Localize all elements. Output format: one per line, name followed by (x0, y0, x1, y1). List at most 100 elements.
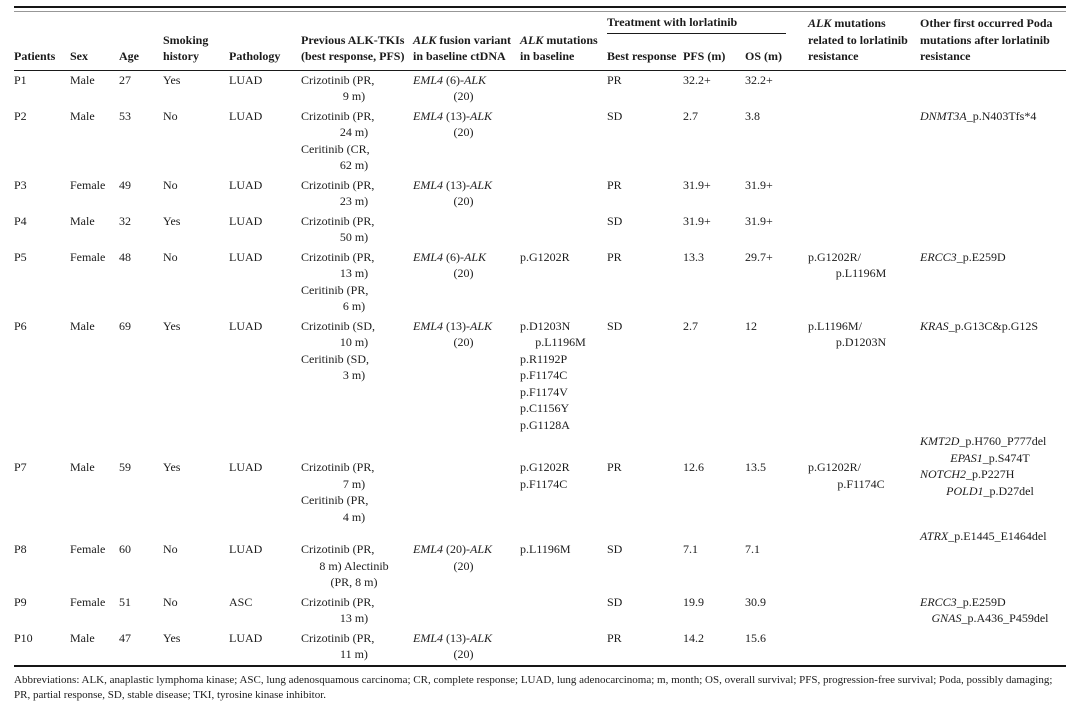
table-header: Patients Sex Age Smoking history Patholo… (14, 12, 1067, 70)
cell-patient: P6 (14, 318, 27, 333)
cell-line: EML4 (13)-ALK (413, 177, 493, 192)
cell-alk-mutations-baseline (520, 107, 607, 176)
cell-alk-fusion-variant: EML4 (13)-ALK (20) (413, 629, 520, 665)
cell-line: Ceritinib (PR, (301, 282, 369, 297)
cell-line: KRAS_p.G13C&p.G12S (920, 318, 1039, 333)
cell-line: 4 m) (342, 509, 366, 524)
cell-line: 9 m) (342, 89, 366, 103)
cell-os: 29.7+ (745, 249, 773, 264)
table-top-rule-thick (14, 6, 1066, 8)
cell-other-poda-mutations: ERCC3_p.E259D (920, 248, 1066, 317)
cell-smoking-history: Yes (163, 72, 181, 87)
cell-patient: P7 (14, 460, 27, 474)
cell-sex: Female (70, 249, 106, 264)
cell-line: ERCC3_p.E259D (920, 249, 1006, 264)
column-header-other-poda-mutations: Other first occurred Poda mutations afte… (920, 16, 1053, 63)
cell-line: Crizotinib (PR, (301, 460, 375, 474)
cell-other-poda-mutations (920, 212, 1066, 248)
cell-alk-mutations-baseline (520, 176, 607, 212)
cell-other-poda-mutations: DNMT3A_p.N403Tfs*4 (920, 107, 1066, 176)
cell-sex: Male (70, 213, 95, 228)
cell-pathology: LUAD (229, 249, 263, 264)
cell-line: 62 m) (339, 158, 369, 172)
cell-best-response: SD (607, 318, 623, 333)
cell-sex: Male (70, 630, 95, 645)
table-row: P8 Female 60 No LUAD Crizotinib (PR, 8 m) Alec… (14, 527, 1066, 593)
cell-line: p.G1128A (520, 417, 570, 432)
cell-pathology: LUAD (229, 542, 263, 556)
cell-sex: Male (70, 460, 95, 474)
cell-line: 3 m) (342, 368, 366, 382)
cell-line: EML4 (13)-ALK (413, 108, 493, 123)
cell-os: 7.1 (745, 542, 760, 556)
cell-line: p.D1203N (835, 335, 887, 349)
cell-os: 32.2+ (745, 72, 773, 87)
cell-line: (20) (453, 647, 474, 661)
cell-alk-fusion-variant (413, 212, 520, 248)
column-header-patients: Patients (14, 49, 56, 63)
cell-alk-fusion-variant: EML4 (6)-ALK (20) (413, 70, 520, 107)
cell-line: Ceritinib (CR, (301, 141, 370, 156)
cell-other-poda-mutations (920, 629, 1066, 665)
cell-best-response: SD (607, 213, 623, 228)
column-header-alk-mutations-resistance: ALK mutations related to lorlatinib resi… (808, 16, 908, 63)
cell-smoking-history: Yes (163, 630, 181, 645)
cell-pfs: 31.9+ (683, 213, 711, 228)
cell-smoking-history: No (163, 594, 178, 609)
cell-alk-fusion-variant: EML4 (6)-ALK (20) (413, 248, 520, 317)
group-header-label: Treatment with lorlatinib (607, 14, 787, 34)
cell-line: EML4 (13)-ALK (413, 630, 493, 645)
cell-age: 60 (119, 542, 131, 556)
cell-best-response: PR (607, 460, 622, 474)
table-row: P1 Male 27 Yes LUAD Crizotinib (PR, 9 m) EML4 (… (14, 70, 1066, 107)
table-top-rule-thin (14, 11, 1066, 12)
cell-line: 23 m) (339, 194, 369, 208)
cell-other-poda-mutations (920, 176, 1066, 212)
cell-alk-mutations-resistance (808, 176, 920, 212)
cell-sex: Female (70, 542, 106, 556)
cell-line: NOTCH2_p.P227H (920, 467, 1015, 481)
cell-line: Crizotinib (PR, (301, 630, 375, 645)
cell-previous-alk-tkis: Crizotinib (PR, 13 m) Ceritinib (PR, 6 m) (301, 248, 413, 317)
cell-line: (PR, 8 m) (330, 575, 378, 589)
cell-line: 8 m) Alectinib (319, 558, 389, 573)
cell-pathology: LUAD (229, 213, 263, 228)
cell-line: p.F1174V (520, 384, 568, 399)
cell-best-response: PR (607, 72, 622, 87)
cell-line: p.G1202R/ (808, 249, 862, 264)
cell-other-poda-mutations: ERCC3_p.E259D GNAS_p.A436_P459del (920, 593, 1066, 629)
cell-line: 7 m) (342, 476, 366, 491)
cell-os: 13.5 (745, 460, 766, 474)
cell-pathology: LUAD (229, 72, 263, 87)
cell-os: 31.9+ (745, 213, 773, 228)
cell-smoking-history: No (163, 177, 178, 192)
cell-alk-fusion-variant: EML4 (13)-ALK (20) (413, 107, 520, 176)
cell-line: Crizotinib (PR, (301, 108, 375, 123)
cell-line: p.F1174C (520, 368, 568, 382)
cell-alk-mutations-baseline (520, 212, 607, 248)
cell-pfs: 12.6 (683, 460, 704, 474)
cell-alk-mutations-resistance (808, 527, 920, 593)
cell-line: (20) (453, 266, 474, 280)
cell-age: 48 (119, 249, 131, 264)
cell-line: EPAS1_p.S474T (950, 450, 1030, 465)
column-header-pfs: PFS (m) (683, 49, 726, 63)
cell-pfs: 14.2 (683, 630, 704, 645)
cell-os: 15.6 (745, 630, 766, 645)
cell-previous-alk-tkis: Crizotinib (PR, 50 m) (301, 212, 413, 248)
cell-line: p.C1156Y (520, 401, 570, 415)
cell-smoking-history: Yes (163, 318, 181, 333)
cell-smoking-history: No (163, 249, 178, 264)
cell-line: ATRX_p.E1445_E1464del (920, 529, 1047, 543)
cell-patient: P5 (14, 249, 27, 264)
cell-line: (20) (453, 125, 474, 139)
cell-line: EML4 (13)-ALK (413, 318, 493, 333)
cell-os: 30.9 (745, 594, 766, 609)
cell-line: Crizotinib (PR, (301, 72, 375, 87)
cell-line: Ceritinib (SD, (301, 351, 369, 366)
cell-line: EML4 (6)-ALK (413, 72, 487, 87)
cell-patient: P1 (14, 72, 27, 87)
cell-line: (20) (453, 558, 474, 573)
cell-alk-mutations-resistance (808, 212, 920, 248)
cell-patient: P2 (14, 108, 27, 123)
